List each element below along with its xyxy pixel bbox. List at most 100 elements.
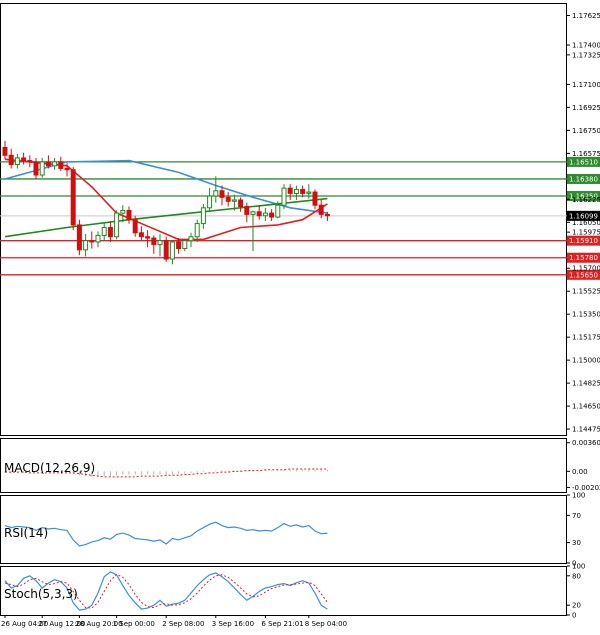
candle-body <box>138 232 144 238</box>
candle-body <box>225 196 231 202</box>
candle-body <box>219 190 225 198</box>
level-tag-label: 1.16250 <box>569 193 598 201</box>
macd-tick-label: -0.002022 <box>572 484 600 492</box>
candle-body <box>300 188 306 194</box>
stoch-tick-label: 80 <box>572 572 581 580</box>
y-tick-label: 1.15175 <box>572 334 600 342</box>
stoch-label: Stoch(5,3,3) <box>4 587 78 601</box>
candle-body <box>21 157 27 162</box>
candle-body <box>213 190 219 197</box>
candle-body <box>287 187 293 194</box>
macd-label: MACD(12,26,9) <box>4 461 95 475</box>
candle-body <box>126 209 132 221</box>
candle-body <box>194 223 200 238</box>
candle-body <box>33 161 39 176</box>
level-tag <box>567 269 600 280</box>
level-tag <box>567 156 600 167</box>
rsi-tick-label: 0 <box>572 560 576 568</box>
level-tag-label: 1.15650 <box>569 271 598 279</box>
candle-body <box>238 199 244 208</box>
y-tick-label: 1.15350 <box>572 311 600 319</box>
y-tick-label: 1.15975 <box>572 229 600 237</box>
y-tick-label: 1.16925 <box>572 104 600 112</box>
candle-body <box>324 213 330 217</box>
candle-body <box>8 154 14 166</box>
x-tick-label: 1 Sep 00:00 <box>113 620 155 628</box>
candle-body <box>52 161 58 167</box>
level-tag <box>567 235 600 246</box>
candle-body <box>157 240 163 246</box>
candle-body <box>312 191 318 206</box>
candle-body <box>244 206 250 215</box>
candle-body <box>45 161 51 167</box>
macd-signal-line <box>5 468 328 478</box>
candle-body <box>231 199 237 202</box>
rsi-pane-frame <box>0 495 567 564</box>
level-tag <box>567 191 600 202</box>
y-tick-label: 1.15525 <box>572 288 600 296</box>
candle-body <box>145 236 151 239</box>
stoch-pane-frame <box>0 566 567 616</box>
macd-tick-label: 0.00 <box>572 468 588 476</box>
candle-body <box>76 224 82 251</box>
x-tick-label: 2 Sep 08:00 <box>162 620 204 628</box>
ma-fast-line <box>4 158 328 241</box>
rsi-tick-label: 30 <box>572 539 581 547</box>
level-tag-label: 1.15910 <box>569 237 598 245</box>
current-price-label: 1.16099 <box>569 212 598 220</box>
candle-body <box>89 240 95 243</box>
y-tick-label: 1.16575 <box>572 150 600 158</box>
candle-body <box>293 188 299 194</box>
main-pane-frame <box>0 3 567 436</box>
candle-body <box>306 191 312 194</box>
candle-body <box>269 212 275 218</box>
candle-body <box>275 204 281 218</box>
stoch-tick-label: 20 <box>572 602 581 610</box>
rsi-tick-label: 70 <box>572 512 581 520</box>
candle-body <box>70 169 76 226</box>
candle-body <box>120 209 126 214</box>
y-tick-label: 1.17400 <box>572 42 600 50</box>
candle-body <box>83 240 89 251</box>
candle-body <box>101 227 107 236</box>
x-tick-label: 3 Sep 16:00 <box>212 620 254 628</box>
level-tag-label: 1.16510 <box>569 158 598 166</box>
rsi-line <box>4 521 328 547</box>
macd-pane-frame <box>0 438 567 493</box>
level-tag-label: 1.16380 <box>569 175 598 183</box>
candle-body <box>262 212 268 217</box>
candle-body <box>188 236 194 242</box>
rsi-tick-label: 100 <box>572 492 585 500</box>
candle-body <box>14 157 20 166</box>
y-tick-label: 1.14475 <box>572 426 600 434</box>
candle-body <box>107 227 113 238</box>
level-tag-label: 1.15780 <box>569 254 598 262</box>
candle-body <box>95 234 101 243</box>
candle-body <box>250 211 256 215</box>
candle-body <box>27 160 33 163</box>
level-tag <box>567 173 600 184</box>
y-tick-label: 1.14650 <box>572 403 600 411</box>
x-tick-label: 27 Aug 12:00 <box>38 620 85 628</box>
candle-body <box>281 187 287 206</box>
macd-tick-label: 0.003604 <box>572 439 600 447</box>
stoch-tick-label: 100 <box>572 563 585 571</box>
x-tick-label: 8 Sep 04:00 <box>305 620 347 628</box>
candle-body <box>114 212 120 238</box>
current-price-tag <box>567 210 600 221</box>
candle-body <box>318 204 324 215</box>
candle-body <box>39 161 45 176</box>
candle-body <box>151 237 157 246</box>
candle-body <box>132 219 138 234</box>
candle-body <box>163 240 169 260</box>
y-tick-label: 1.16225 <box>572 196 600 204</box>
stoch-k-line <box>4 571 328 611</box>
y-tick-label: 1.16050 <box>572 219 600 227</box>
y-tick-label: 1.14825 <box>572 380 600 388</box>
candle-body <box>256 211 262 217</box>
y-tick-label: 1.17625 <box>572 12 600 20</box>
candle-body <box>207 195 213 209</box>
y-tick-label: 1.17325 <box>572 51 600 59</box>
y-tick-label: 1.15700 <box>572 265 600 273</box>
